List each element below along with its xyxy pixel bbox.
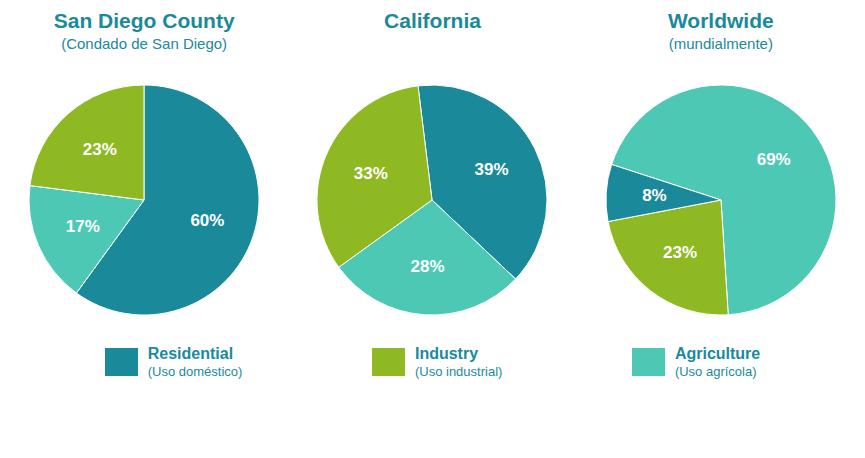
svg-text:69%: 69% (757, 150, 791, 169)
html-text:California: California (384, 9, 481, 32)
html-text:Residential: Residential (147, 345, 234, 362)
svg-text:8%: 8% (642, 186, 667, 205)
svg-text:28%: 28% (411, 257, 445, 276)
svg-text:23%: 23% (83, 140, 117, 159)
svg-text:23%: 23% (663, 243, 697, 262)
html-text:(Uso industrial): (Uso industrial) (414, 364, 503, 379)
svg-text:60%: 60% (191, 211, 225, 230)
svg-text:17%: 17% (66, 217, 100, 236)
html-text:(Uso agrícola): (Uso agrícola) (674, 364, 757, 379)
html-text:(Condado de San Diego): (Condado de San Diego) (61, 35, 228, 52)
html-text:Worldwide: Worldwide (667, 9, 774, 32)
svg-text:33%: 33% (354, 164, 388, 183)
svg-text:39%: 39% (475, 160, 509, 179)
html-text:Industry: Industry (414, 345, 479, 362)
html-text:(Uso doméstico): (Uso doméstico) (147, 364, 243, 379)
html-text:Agriculture: Agriculture (674, 345, 761, 362)
html-text:(mundialmente): (mundialmente) (668, 35, 773, 52)
html-text:San Diego County: San Diego County (53, 9, 235, 32)
